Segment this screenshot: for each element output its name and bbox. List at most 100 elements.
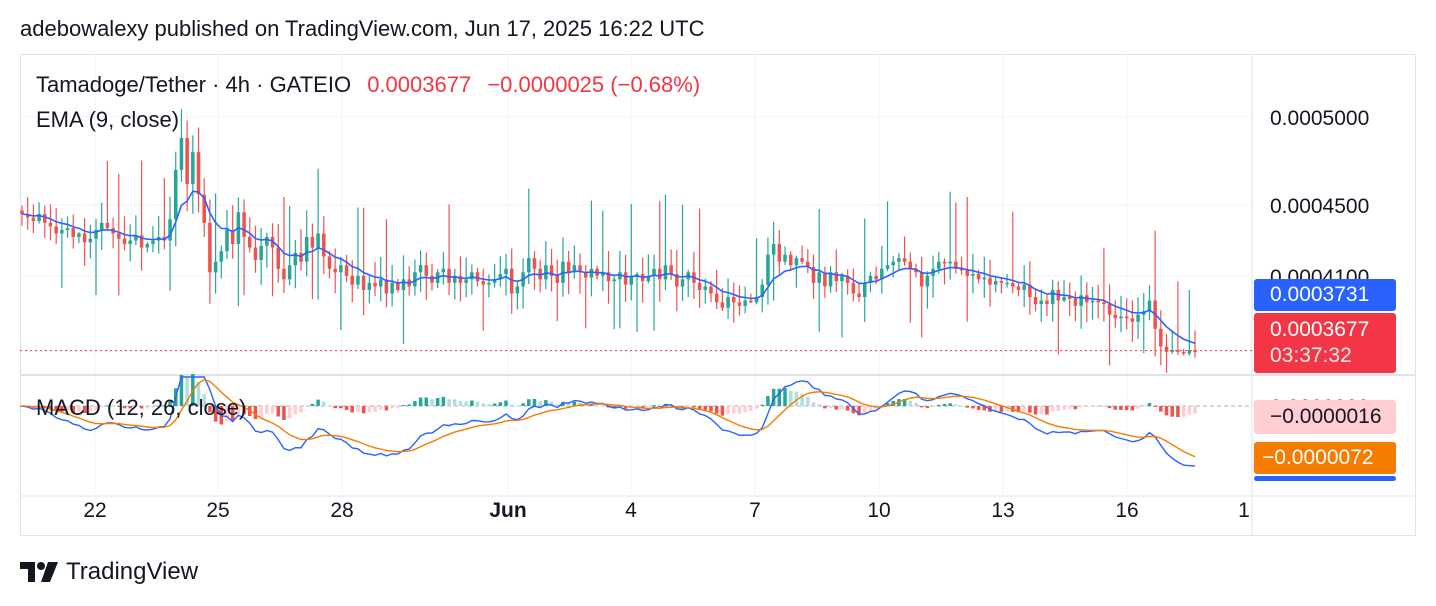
macd-histogram-bar bbox=[156, 405, 161, 407]
macd-histogram-bar bbox=[1056, 406, 1061, 411]
candle-body bbox=[657, 268, 662, 280]
candle-body bbox=[424, 265, 429, 276]
candle-body bbox=[760, 284, 765, 298]
macd-histogram-bar bbox=[54, 406, 58, 412]
macd-histogram-bar bbox=[788, 390, 793, 406]
candle-body bbox=[82, 233, 87, 243]
candle-body bbox=[794, 258, 799, 266]
candle-body bbox=[845, 275, 850, 283]
macd-histogram-bar bbox=[1067, 406, 1072, 409]
candle-body bbox=[743, 300, 747, 306]
macd-histogram-bar bbox=[686, 406, 690, 407]
macd-histogram-bar bbox=[322, 401, 326, 406]
macd-histogram-bar bbox=[151, 406, 155, 408]
chart-frame[interactable] bbox=[20, 54, 1416, 536]
candlestick-series bbox=[20, 109, 1197, 373]
macd-histogram-bar bbox=[282, 406, 286, 420]
candle-body bbox=[982, 277, 987, 280]
macd-histogram-bar bbox=[367, 406, 372, 413]
macd-histogram-bar bbox=[1164, 406, 1169, 416]
ema-legend: EMA (9, close) bbox=[36, 107, 180, 132]
macd-histogram-bar bbox=[1005, 406, 1009, 412]
macd-histogram-bar bbox=[378, 406, 383, 410]
candle-body bbox=[538, 268, 542, 280]
candle-body bbox=[1005, 282, 1009, 285]
macd-histogram-bar bbox=[253, 406, 258, 419]
candle-body bbox=[310, 236, 315, 248]
macd-histogram-bar bbox=[413, 401, 417, 406]
candle-body bbox=[105, 222, 110, 229]
macd-histogram-bar bbox=[948, 403, 952, 406]
time-tick-label: 1 bbox=[1238, 499, 1250, 522]
candle-body bbox=[492, 279, 497, 283]
candle-body bbox=[464, 279, 468, 283]
macd-histogram-bar bbox=[521, 403, 525, 406]
candle-body bbox=[401, 279, 406, 290]
candle-body bbox=[868, 275, 873, 283]
candle-body bbox=[339, 265, 343, 273]
macd-histogram-bar bbox=[1016, 406, 1021, 413]
signal-line bbox=[21, 378, 1196, 458]
macd-histogram-bar bbox=[811, 402, 816, 406]
macd-histogram-bar bbox=[498, 402, 503, 406]
macd-histogram-bar bbox=[202, 394, 206, 406]
macd-histogram-bar bbox=[208, 406, 212, 413]
macd-histogram-bar bbox=[936, 404, 941, 406]
candle-body bbox=[783, 254, 787, 262]
candle-body bbox=[999, 281, 1004, 283]
tradingview-logo[interactable]: TradingView bbox=[20, 558, 198, 586]
signal-tag: −0.0000072 bbox=[1254, 442, 1396, 474]
candle-body bbox=[612, 279, 616, 282]
axes: 0.00050000.00045000.00041000.00000002225… bbox=[83, 107, 1369, 522]
macd-histogram-bar bbox=[373, 406, 377, 412]
candle-body bbox=[1119, 316, 1123, 319]
candle-body bbox=[191, 152, 195, 184]
macd-histogram-bar bbox=[589, 404, 594, 406]
macd-histogram-bar bbox=[834, 406, 839, 410]
macd-histogram-bar bbox=[737, 406, 742, 414]
macd-histogram-bar bbox=[185, 377, 189, 406]
macd-histogram-bar bbox=[749, 406, 753, 412]
candle-body bbox=[1050, 289, 1055, 305]
macd-histogram-bar bbox=[703, 406, 708, 410]
candle-body bbox=[954, 261, 958, 269]
tradingview-brand: TradingView bbox=[66, 558, 199, 585]
last-price: 0.0003677 bbox=[367, 72, 472, 97]
candle-body bbox=[885, 265, 890, 269]
candle-body bbox=[532, 258, 537, 269]
macd-histogram-bar bbox=[1130, 406, 1135, 411]
candle-body bbox=[25, 214, 30, 218]
candle-body bbox=[976, 274, 981, 280]
macd-histogram-bar bbox=[697, 406, 702, 410]
macd-histogram-bar bbox=[435, 398, 440, 406]
macd-histogram-bar bbox=[942, 404, 947, 406]
candle-body bbox=[515, 286, 520, 294]
ema-price-tag: 0.0003731 bbox=[1254, 279, 1396, 311]
bar-countdown: 03:37:32 bbox=[1270, 344, 1352, 367]
macd-histogram-bar bbox=[652, 405, 656, 407]
macd-histogram-bar bbox=[583, 404, 588, 406]
candle-body bbox=[601, 272, 605, 276]
macd-histogram-bar bbox=[1187, 406, 1192, 415]
macd-histogram-bar bbox=[982, 406, 987, 411]
symbol-legend: Tamadoge/Tether · 4h · GATEIO 0.0003677 … bbox=[36, 72, 700, 98]
candle-body bbox=[1022, 284, 1026, 290]
candle-body bbox=[817, 272, 821, 283]
macd-histogram-bar bbox=[823, 406, 827, 409]
candle-body bbox=[1147, 300, 1152, 312]
macd-histogram-bar bbox=[714, 406, 719, 414]
candle-body bbox=[1164, 346, 1169, 352]
macd-histogram-bar bbox=[566, 402, 571, 406]
macd-histogram-bar bbox=[868, 406, 873, 411]
macd-histogram-bar bbox=[213, 406, 218, 422]
macd-histogram-bar bbox=[538, 401, 542, 406]
candle-body bbox=[378, 279, 383, 287]
candle-body bbox=[1016, 286, 1021, 290]
macd-histogram-bar bbox=[993, 406, 998, 412]
candle-body bbox=[117, 233, 121, 239]
macd-histogram-bar bbox=[230, 406, 235, 422]
macd-histogram-bar bbox=[612, 406, 616, 409]
macd-histogram-bar bbox=[891, 400, 895, 406]
candle-body bbox=[993, 281, 998, 285]
